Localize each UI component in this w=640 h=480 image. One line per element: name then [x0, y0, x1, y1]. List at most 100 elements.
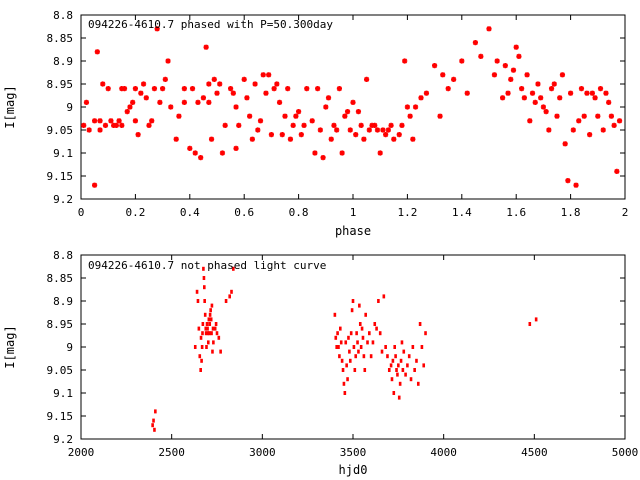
data-point — [176, 113, 182, 119]
y-axis-ticks: 8.8 8.85 8.9 8.95 9 9.05 9.1 9.15 9.2 — [47, 249, 625, 446]
data-point — [396, 132, 402, 138]
data-point — [361, 136, 367, 142]
data-point — [528, 322, 532, 326]
data-point — [395, 368, 398, 372]
data-point — [222, 122, 228, 128]
data-point — [389, 363, 393, 368]
data-point — [160, 86, 166, 92]
data-point — [397, 363, 400, 368]
data-point — [363, 368, 367, 372]
data-point — [187, 145, 193, 151]
data-point — [377, 299, 380, 303]
data-point — [409, 377, 413, 382]
data-point — [105, 86, 111, 92]
data-point — [380, 127, 386, 133]
data-point — [298, 132, 304, 138]
data-point — [540, 104, 546, 110]
data-point — [153, 427, 156, 432]
data-point — [263, 90, 269, 96]
data-point — [399, 358, 403, 363]
data-point — [345, 363, 348, 368]
data-point — [359, 345, 363, 349]
data-point — [356, 340, 359, 345]
data-point — [317, 127, 323, 133]
data-point — [228, 294, 231, 299]
data-point — [402, 349, 406, 354]
data-point — [535, 81, 541, 87]
data-point — [369, 122, 375, 128]
y-tick-label: 8.9 — [53, 55, 73, 68]
data-point — [595, 113, 601, 119]
data-point — [399, 122, 405, 128]
x-tick-label: 3500 — [340, 446, 367, 459]
data-point — [260, 72, 266, 78]
x-tick-label: 0.8 — [289, 206, 309, 219]
data-point — [195, 289, 199, 294]
data-point — [154, 409, 157, 414]
data-point — [554, 113, 560, 119]
data-point — [375, 326, 378, 331]
data-point — [208, 322, 212, 326]
x-tick-label: 0.2 — [125, 206, 145, 219]
data-point — [192, 150, 198, 156]
data-point — [249, 136, 255, 142]
data-point — [201, 322, 205, 326]
data-point — [124, 109, 130, 115]
data-point — [387, 368, 391, 372]
data-point — [102, 122, 109, 128]
data-point — [505, 90, 511, 96]
data-point — [411, 345, 415, 349]
data-point — [420, 345, 424, 349]
data-point — [309, 118, 315, 124]
data-point — [459, 58, 465, 64]
data-point — [215, 331, 219, 336]
data-point — [121, 86, 128, 92]
x-tick-label: 1.4 — [452, 206, 472, 219]
x-tick-label: 3000 — [249, 446, 276, 459]
data-point — [348, 349, 351, 354]
x-tick-label: 2500 — [158, 446, 185, 459]
data-point — [83, 99, 90, 105]
data-point — [358, 322, 362, 326]
data-point — [339, 326, 342, 331]
data-point — [198, 155, 204, 161]
data-point — [252, 81, 258, 87]
x-tick-label: 1.8 — [561, 206, 581, 219]
data-point — [135, 132, 141, 138]
x-tick-label: 5000 — [612, 446, 639, 459]
data-point — [342, 381, 346, 386]
data-point — [570, 127, 576, 133]
data-point — [418, 95, 424, 101]
data-point — [406, 363, 409, 368]
data-point — [342, 113, 348, 119]
data-point — [200, 95, 206, 101]
data-point — [603, 90, 609, 96]
data-point — [119, 122, 125, 128]
data-point — [108, 118, 114, 124]
data-point — [312, 150, 318, 156]
data-point — [614, 168, 620, 174]
data-point — [337, 345, 340, 349]
data-point — [392, 391, 396, 395]
data-point — [130, 99, 136, 105]
data-point — [538, 95, 544, 101]
data-point — [358, 303, 361, 308]
x-tick-label: 2 — [622, 206, 629, 219]
data-point — [140, 81, 147, 87]
data-point — [391, 358, 395, 363]
data-point — [344, 340, 348, 345]
data-point — [404, 372, 407, 377]
data-point — [606, 99, 612, 105]
data-point — [92, 118, 98, 124]
data-point — [519, 86, 525, 92]
data-point — [210, 331, 213, 336]
data-point — [279, 132, 285, 138]
data-point — [212, 340, 215, 345]
data-point — [343, 391, 347, 395]
data-point — [347, 127, 353, 133]
x-tick-label: 0.4 — [180, 206, 200, 219]
data-point — [232, 266, 235, 271]
data-point — [211, 76, 217, 82]
data-point — [224, 299, 228, 303]
data-point — [334, 335, 338, 340]
